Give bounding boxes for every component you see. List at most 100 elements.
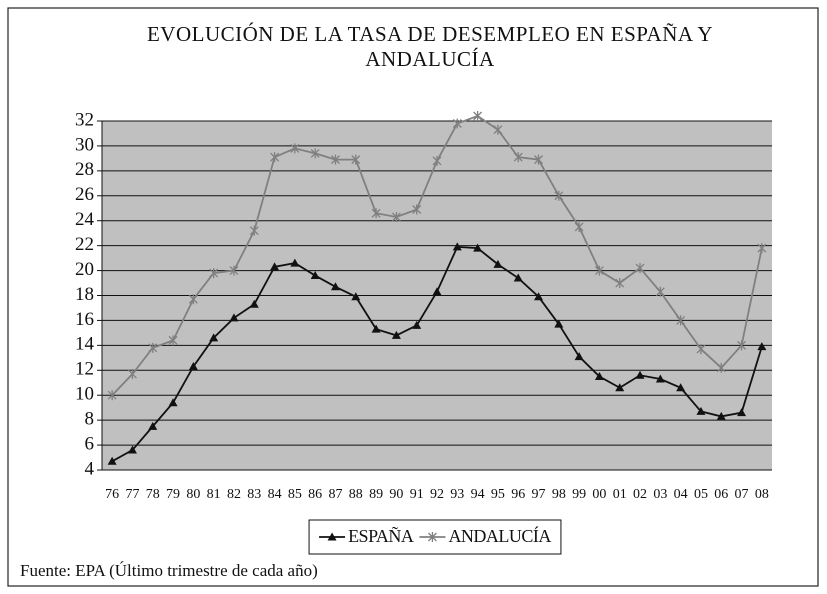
x-tick-label: 86	[308, 487, 322, 502]
marker	[452, 242, 462, 251]
x-tick-label: 06	[714, 487, 728, 502]
y-tick-label: 24	[75, 209, 95, 230]
marker	[249, 299, 259, 308]
chart-title: EVOLUCIÓN DE LA TASA DE DESEMPLEO EN ESP…	[146, 22, 714, 71]
legend-item: ANDALUCÍA	[419, 525, 552, 546]
x-tick-label: 79	[166, 487, 180, 502]
x-tick-label: 77	[125, 487, 139, 502]
y-tick-label: 26	[75, 184, 94, 205]
marker	[168, 398, 178, 407]
marker	[473, 243, 483, 252]
x-tick-label: 93	[450, 487, 464, 502]
marker	[594, 265, 604, 276]
x-tick-label: 90	[389, 487, 403, 502]
y-tick-label: 6	[85, 433, 95, 454]
marker	[371, 324, 381, 333]
y-tick-label: 12	[75, 359, 94, 380]
x-tick-label: 88	[349, 487, 363, 502]
x-tick-label: 89	[369, 487, 383, 502]
y-tick-label: 22	[75, 234, 94, 255]
marker	[249, 225, 259, 236]
y-tick-label: 32	[75, 109, 94, 130]
marker	[635, 263, 645, 274]
marker	[757, 243, 767, 254]
x-tick-label: 97	[532, 487, 546, 502]
x-tick-label: 08	[755, 487, 769, 502]
marker	[391, 211, 401, 222]
marker	[655, 286, 665, 297]
marker	[371, 208, 381, 219]
x-tick-label: 76	[105, 487, 119, 502]
marker	[148, 421, 158, 430]
marker	[676, 315, 686, 326]
x-tick-label: 01	[613, 487, 627, 502]
marker	[427, 532, 437, 542]
marker	[310, 148, 320, 159]
x-tick-label: 83	[247, 487, 261, 502]
y-tick-label: 10	[75, 384, 94, 405]
y-tick-label: 8	[85, 409, 95, 430]
marker	[554, 190, 564, 201]
marker	[574, 221, 584, 232]
marker	[452, 118, 462, 129]
legend: ESPAÑA ANDALUCÍA	[308, 519, 562, 555]
y-tick-label: 14	[75, 334, 95, 355]
marker	[330, 282, 340, 291]
marker	[716, 411, 726, 420]
x-tick-label: 95	[491, 487, 505, 502]
marker	[493, 124, 503, 135]
marker	[270, 262, 280, 271]
marker	[534, 292, 544, 301]
marker	[432, 287, 442, 296]
y-tick-label: 16	[75, 309, 94, 330]
marker	[635, 370, 645, 379]
marker	[290, 258, 300, 267]
marker	[716, 362, 726, 373]
marker	[351, 154, 361, 165]
marker	[229, 265, 239, 276]
marker	[473, 111, 483, 122]
marker	[432, 155, 442, 166]
legend-item: ESPAÑA	[319, 525, 414, 546]
marker	[148, 342, 158, 353]
x-tick-label: 03	[653, 487, 667, 502]
x-tick-label: 85	[288, 487, 302, 502]
marker	[412, 320, 422, 329]
y-tick-label: 4	[85, 458, 95, 479]
marker	[188, 362, 198, 371]
marker	[331, 154, 340, 165]
marker	[188, 294, 198, 305]
x-tick-label: 04	[674, 487, 688, 502]
marker	[327, 532, 337, 541]
marker	[107, 456, 117, 465]
marker	[676, 383, 686, 392]
marker	[554, 319, 564, 328]
marker	[270, 152, 280, 163]
marker	[513, 273, 523, 282]
marker	[594, 372, 604, 381]
x-tick-label: 94	[471, 487, 485, 502]
x-tick-label: 87	[328, 487, 342, 502]
x-tick-label: 92	[430, 487, 444, 502]
marker	[737, 340, 747, 351]
x-tick-label: 81	[207, 487, 221, 502]
frame	[7, 7, 819, 587]
x-tick-label: 84	[268, 487, 282, 502]
x-tick-label: 78	[146, 487, 160, 502]
marker	[127, 445, 137, 454]
marker	[737, 408, 747, 417]
marker	[310, 271, 320, 280]
marker	[615, 383, 625, 392]
marker	[209, 333, 219, 342]
marker	[696, 344, 706, 355]
marker	[168, 335, 178, 346]
marker	[351, 292, 361, 301]
x-tick-label: 82	[227, 487, 241, 502]
marker	[290, 143, 300, 154]
y-tick-label: 18	[75, 284, 94, 305]
legend-label: ANDALUCÍA	[448, 525, 551, 546]
marker	[534, 154, 543, 165]
marker	[574, 352, 584, 361]
